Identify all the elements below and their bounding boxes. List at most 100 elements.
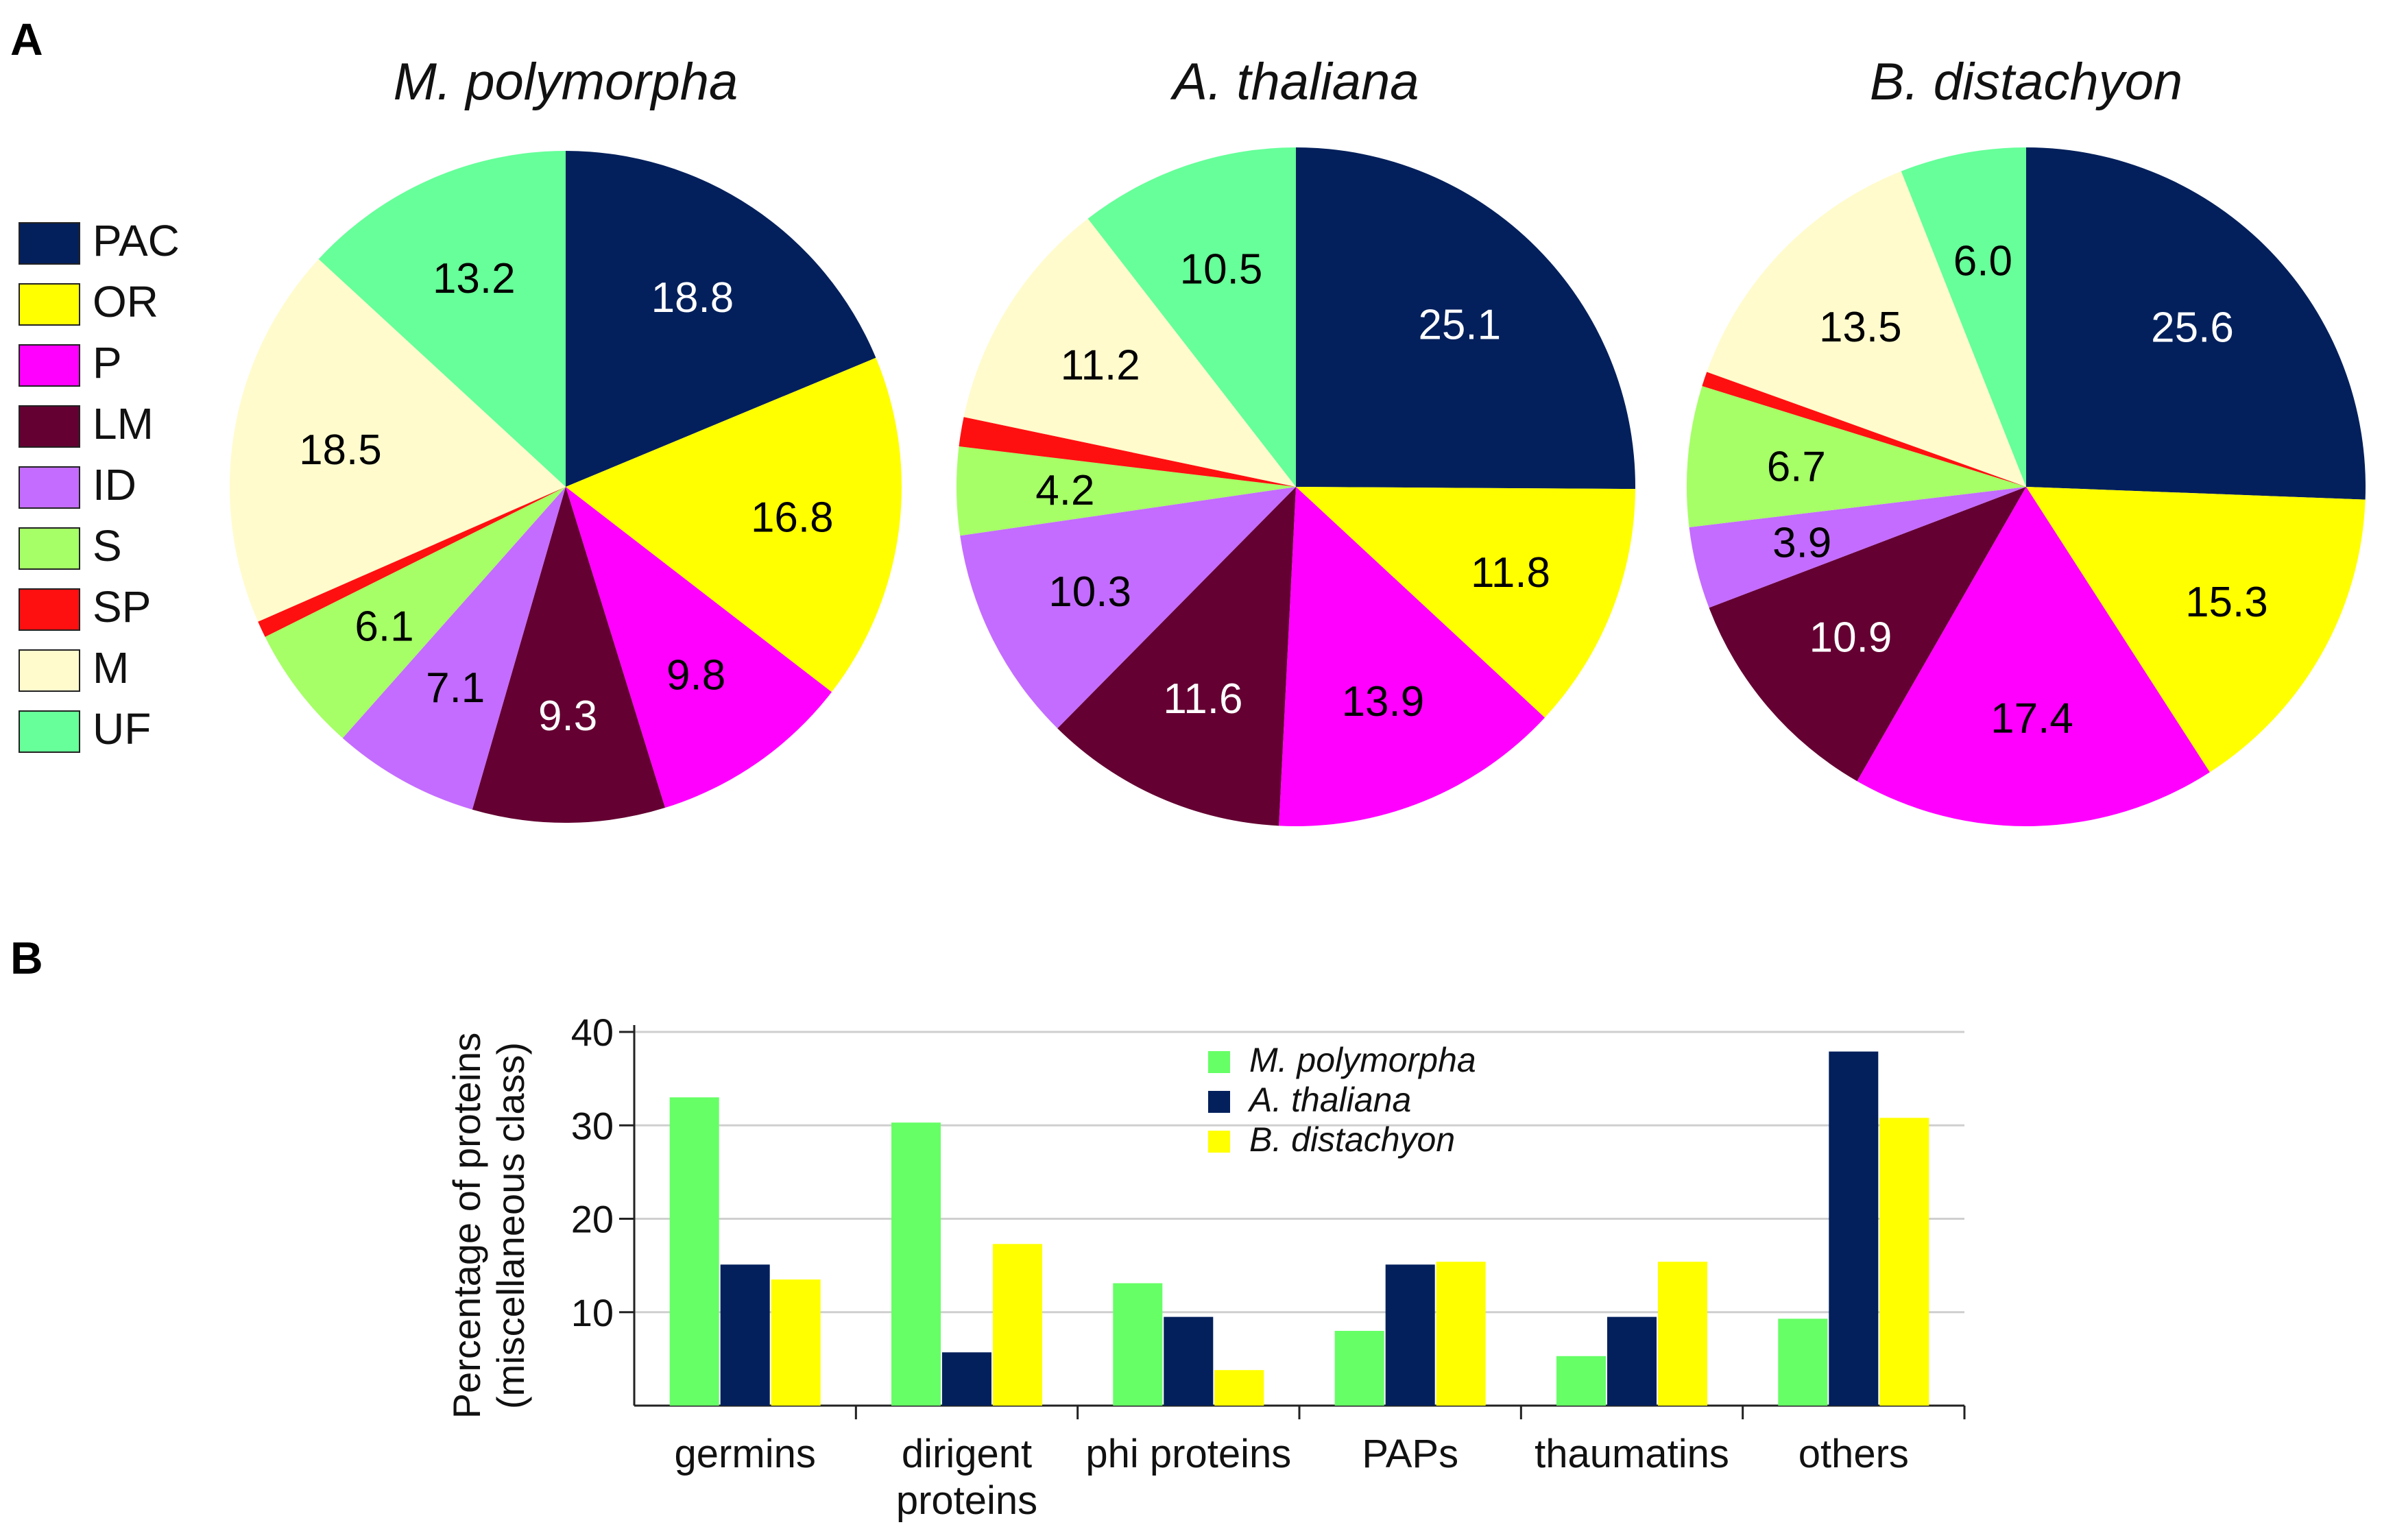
y-tick-label: 20 [571, 1198, 614, 1241]
pie-value-label-pac: 18.8 [651, 274, 734, 322]
legend-swatch-lm [19, 405, 80, 448]
pie-slice-or [1296, 487, 1635, 718]
bar-chart: 10 20 30 40 germins dirigent proteins phi prote… [445, 1011, 1966, 1523]
pie-slice-uf [1901, 147, 2026, 487]
legend-swatch-pac [19, 222, 80, 265]
x-tick-label-paps: PAPs [1362, 1432, 1458, 1476]
panel-label-a: A [10, 14, 43, 64]
legend-label-lm: LM [93, 399, 154, 448]
x-tick-label-thaumatins: thaumatins [1535, 1432, 1729, 1476]
bar-thaumatins-m-polymorpha [1556, 1356, 1606, 1406]
bar-germins-b-distachyon [771, 1279, 821, 1406]
pie-chart-m-polymorpha: M. polymorpha 18.8 16.8 9.8 9.3 7.1 6.1 18.5 13.… [230, 53, 902, 823]
bar-phi-proteins-m-polymorpha [1113, 1283, 1163, 1406]
pie-slice-or [2026, 487, 2366, 773]
bar-phi-proteins-b-distachyon [1214, 1370, 1264, 1406]
bar-germins-a-thaliana [720, 1264, 770, 1406]
x-tick-label-others: others [1798, 1432, 1909, 1476]
legend-label-m: M [93, 643, 129, 693]
pie-slice-m [230, 258, 566, 622]
pie-value-label-or: 15.3 [2185, 579, 2268, 626]
pie-slice-s [265, 487, 566, 738]
pie-value-label-m: 18.5 [299, 426, 382, 474]
pie-value-label-id: 7.1 [426, 664, 485, 712]
pie-value-label-pac: 25.1 [1418, 302, 1501, 349]
pie-slice-pac [1296, 147, 1635, 490]
y-tick-label: 40 [571, 1011, 614, 1054]
bar-legend-swatch-m-polymorpha [1208, 1051, 1230, 1073]
pie-value-label-p: 13.9 [1342, 678, 1425, 725]
pie-value-label-or: 16.8 [751, 494, 834, 542]
pie-value-label-s: 4.2 [1035, 467, 1094, 514]
bar-dirigent-proteins-m-polymorpha [891, 1122, 941, 1406]
pie-value-label-id: 3.9 [1772, 520, 1831, 567]
bar-others-a-thaliana [1829, 1051, 1879, 1406]
pie-slice-s [956, 446, 1296, 536]
bar-thaumatins-b-distachyon [1658, 1262, 1707, 1406]
pie-slice-id [1689, 487, 2026, 608]
pie-value-label-uf: 10.5 [1180, 246, 1263, 293]
legend-swatch-id [19, 466, 80, 509]
pie-value-label-s: 6.1 [354, 603, 413, 651]
pie-slice-sp [959, 417, 1296, 487]
pie-slice-s [1686, 385, 2026, 527]
pie-value-label-or: 11.8 [1471, 549, 1550, 597]
pie-slice-lm [1709, 487, 2026, 782]
legend-swatch-or [19, 283, 80, 326]
legend-label-p: P [93, 338, 122, 387]
bar-legend-label-b-distachyon: B. distachyon [1249, 1120, 1455, 1159]
legend-swatch-p [19, 344, 80, 387]
bar-others-b-distachyon [1879, 1118, 1929, 1406]
legend-label-sp: SP [93, 582, 151, 631]
legend-swatch-m [19, 649, 80, 692]
legend-label-s: S [93, 521, 122, 570]
pie-value-label-p: 17.4 [1990, 695, 2073, 743]
pie-slice-uf [1087, 147, 1296, 487]
bar-paps-m-polymorpha [1334, 1331, 1384, 1406]
pie-slice-sp [258, 487, 566, 637]
x-tick-label-phi-proteins: phi proteins [1085, 1432, 1291, 1476]
pie-value-label-lm: 9.3 [538, 693, 597, 740]
pie-title: A. thaliana [1170, 53, 1419, 111]
pie-slice-id [342, 487, 566, 810]
y-tick-label: 30 [571, 1104, 614, 1147]
legend-label-pac: PAC [93, 216, 180, 265]
pie-value-label-p: 9.8 [666, 652, 725, 699]
pie-value-label-m: 13.5 [1819, 304, 1902, 351]
pie-value-label-uf: 13.2 [433, 255, 516, 302]
pie-value-label-id: 10.3 [1048, 568, 1131, 616]
bar-legend-swatch-a-thaliana [1208, 1091, 1230, 1113]
pie-slice-or [566, 357, 902, 693]
pie-legend: PAC OR P LM ID S SP M UF [19, 216, 180, 754]
legend-swatch-s [19, 527, 80, 570]
bar-germins-m-polymorpha [669, 1097, 719, 1406]
pie-slice-m [963, 218, 1296, 487]
y-axis-label: Percentage of proteins(miscellaneous cla… [445, 1033, 532, 1419]
pie-title: B. distachyon [1870, 53, 2182, 111]
bar-paps-a-thaliana [1385, 1264, 1435, 1406]
legend-swatch-uf [19, 710, 80, 753]
bar-legend-swatch-b-distachyon [1208, 1131, 1230, 1153]
pie-chart-b-distachyon: B. distachyon 25.6 15.3 17.4 10.9 3.9 6.7 13.5 6… [1686, 53, 2366, 827]
bar-legend-label-a-thaliana: A. thaliana [1247, 1081, 1411, 1119]
pie-slice-pac [2026, 147, 2366, 500]
pie-slice-lm [472, 487, 665, 823]
pie-value-label-lm: 10.9 [1809, 614, 1892, 662]
y-tick-label: 10 [571, 1291, 614, 1334]
bar-legend-label-m-polymorpha: M. polymorpha [1249, 1041, 1476, 1079]
pie-value-label-uf: 6.0 [1953, 237, 2012, 285]
bar-dirigent-proteins-a-thaliana [942, 1352, 991, 1406]
pie-charts: M. polymorpha 18.8 16.8 9.8 9.3 7.1 6.1 18.5 13.… [230, 53, 2366, 827]
pie-slice-sp [1702, 372, 2026, 487]
pie-slice-id [960, 487, 1296, 729]
pie-slice-uf [318, 151, 566, 487]
pie-slice-p [566, 487, 832, 808]
bar-dirigent-proteins-b-distachyon [993, 1244, 1042, 1406]
bar-paps-b-distachyon [1436, 1262, 1486, 1406]
bar-others-m-polymorpha [1778, 1319, 1828, 1406]
x-tick-label-germins: germins [675, 1432, 816, 1476]
pie-value-label-pac: 25.6 [2151, 304, 2234, 352]
pie-slice-m [1707, 171, 2026, 487]
pie-slice-p [1857, 487, 2210, 827]
